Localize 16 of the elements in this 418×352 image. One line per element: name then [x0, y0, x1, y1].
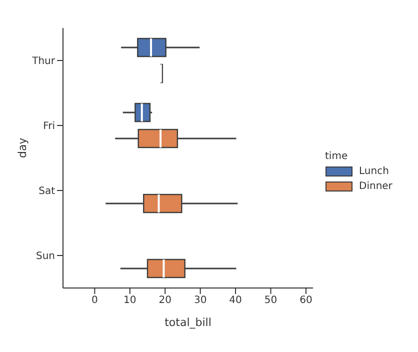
x-tick-label: 10	[124, 295, 136, 306]
y-tick-label: Thur	[31, 56, 56, 68]
x-tick-label: 50	[264, 295, 278, 306]
x-tick-label: 20	[158, 295, 172, 306]
y-tick-label: Sat	[38, 186, 56, 198]
legend-label: Dinner	[359, 180, 392, 192]
y-axis-title: day	[16, 137, 29, 158]
x-tick-label: 0	[92, 295, 98, 306]
x-tick-label: 30	[194, 295, 207, 306]
x-tick-label: 40	[229, 295, 242, 306]
y-tick-label: Fri	[43, 121, 55, 132]
x-tick-label: 60	[300, 295, 312, 306]
x-axis-title: total_bill	[164, 316, 212, 329]
y-tick-label: Sun	[36, 251, 55, 262]
legend-title: time	[325, 150, 349, 162]
legend-label: Lunch	[359, 166, 389, 176]
